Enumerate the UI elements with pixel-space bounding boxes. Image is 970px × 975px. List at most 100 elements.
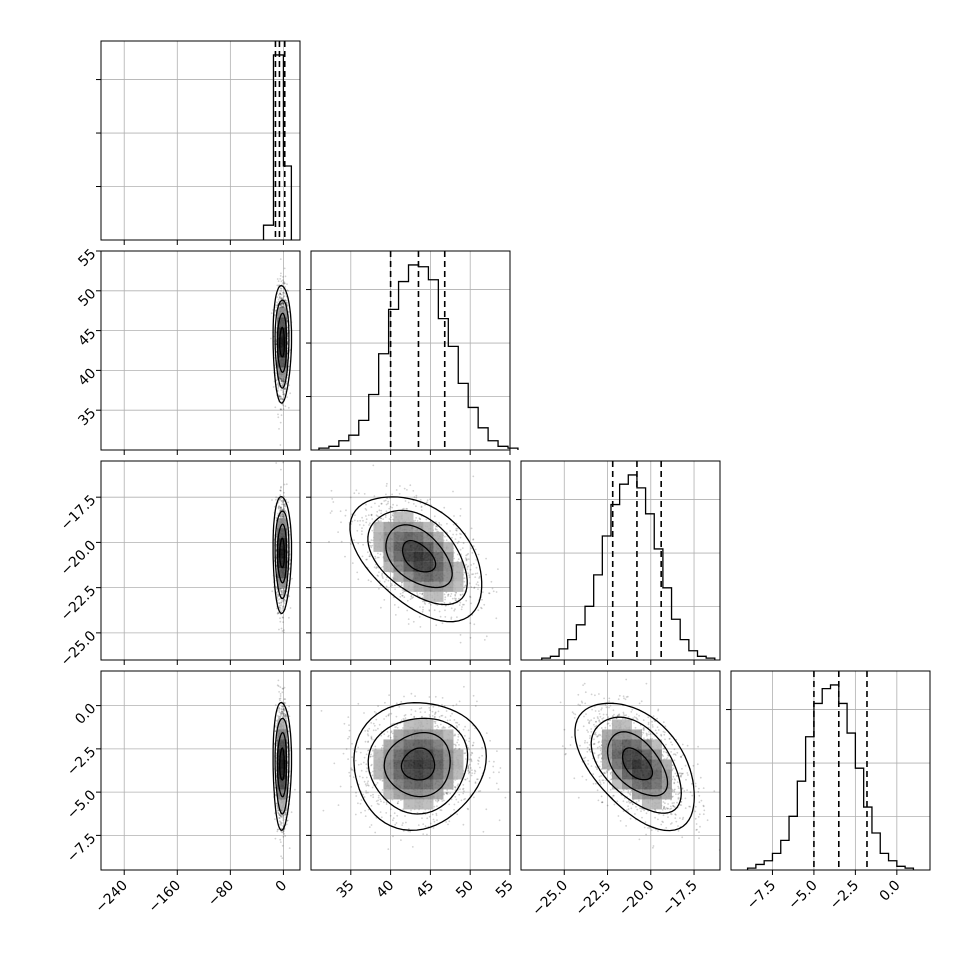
sample-point <box>281 628 283 630</box>
sample-point <box>287 820 289 822</box>
sample-point <box>279 621 281 623</box>
sample-point <box>286 283 288 285</box>
sample-point <box>282 391 284 393</box>
sample-point <box>280 693 282 695</box>
sample-point <box>276 296 278 298</box>
sample-point <box>284 506 286 508</box>
sample-point <box>281 602 283 604</box>
sample-point <box>281 280 283 282</box>
sample-point <box>280 695 282 697</box>
sample-point <box>451 593 453 595</box>
sample-point <box>279 617 281 619</box>
sample-point <box>279 815 281 817</box>
sample-point <box>280 609 282 611</box>
sample-point <box>275 462 277 464</box>
sample-point <box>275 838 277 840</box>
sample-point <box>284 835 286 837</box>
sample-point <box>366 518 368 520</box>
histogram-panel-1 <box>306 251 518 450</box>
sample-point <box>275 373 277 375</box>
sample-point <box>440 524 442 526</box>
sample-point <box>285 717 287 719</box>
sample-point <box>281 816 283 818</box>
sample-point <box>280 288 282 290</box>
sample-point <box>278 691 280 693</box>
density-cell <box>277 749 287 759</box>
sample-point <box>279 278 281 280</box>
sample-point <box>288 705 290 707</box>
sample-point <box>280 273 282 275</box>
sample-point <box>461 609 463 611</box>
panel-content <box>270 258 292 446</box>
histogram-panel-2 <box>516 461 720 660</box>
sample-point <box>354 514 356 516</box>
density-cell <box>277 548 287 558</box>
sample-point <box>459 602 461 604</box>
sample-point <box>282 513 284 515</box>
sample-point <box>283 509 285 511</box>
sample-point <box>283 496 285 498</box>
sample-point <box>278 299 280 301</box>
density-cell <box>277 308 287 318</box>
sample-point <box>451 537 453 539</box>
sample-point <box>452 491 454 493</box>
sample-point <box>280 396 282 398</box>
sample-point <box>331 498 333 500</box>
sample-point <box>282 279 284 281</box>
sample-point <box>282 630 284 632</box>
sample-point <box>288 595 290 597</box>
sample-point <box>278 680 280 682</box>
sample-point <box>281 831 283 833</box>
sample-point <box>281 600 283 602</box>
panel-2d-3-0 <box>101 671 300 870</box>
sample-point <box>277 594 279 596</box>
sample-point <box>279 490 281 492</box>
sample-point <box>277 715 279 717</box>
sample-point <box>408 502 410 504</box>
sample-point <box>284 698 286 700</box>
sample-point <box>280 708 282 710</box>
sample-point <box>284 268 286 270</box>
sample-point <box>280 715 282 717</box>
sample-point <box>281 399 283 401</box>
sample-point <box>380 510 382 512</box>
panel-2d-2-0 <box>101 461 300 660</box>
panel-2d-1-0 <box>101 251 300 450</box>
sample-point <box>279 607 281 609</box>
sample-point <box>283 716 285 718</box>
sample-point <box>279 817 281 819</box>
sample-point <box>357 578 359 580</box>
sample-point <box>286 289 288 291</box>
sample-point <box>280 487 282 489</box>
sample-point <box>416 495 418 497</box>
sample-point <box>279 395 281 397</box>
sample-point <box>278 711 280 713</box>
sample-point <box>282 389 284 391</box>
sample-point <box>275 306 277 308</box>
sample-point <box>273 386 275 388</box>
sample-point <box>284 599 286 601</box>
sample-point <box>356 489 358 491</box>
sample-point <box>277 812 279 814</box>
sample-point <box>345 515 347 517</box>
sample-point <box>274 406 276 408</box>
histogram-steps <box>542 475 715 660</box>
density-shading <box>277 518 287 588</box>
sample-point <box>271 499 273 501</box>
sample-point <box>282 502 284 504</box>
panel-content <box>271 462 293 634</box>
sample-point <box>332 501 334 503</box>
sample-point <box>474 576 476 578</box>
sample-point <box>278 709 280 711</box>
sample-point <box>375 558 377 560</box>
panel-frame <box>101 461 300 660</box>
sample-point <box>280 604 282 606</box>
sample-point <box>279 839 281 841</box>
sample-point <box>280 686 282 688</box>
sample-point <box>282 819 284 821</box>
sample-point <box>280 444 282 446</box>
sample-point <box>465 600 467 602</box>
sample-point <box>386 586 388 588</box>
sample-point <box>353 539 355 541</box>
